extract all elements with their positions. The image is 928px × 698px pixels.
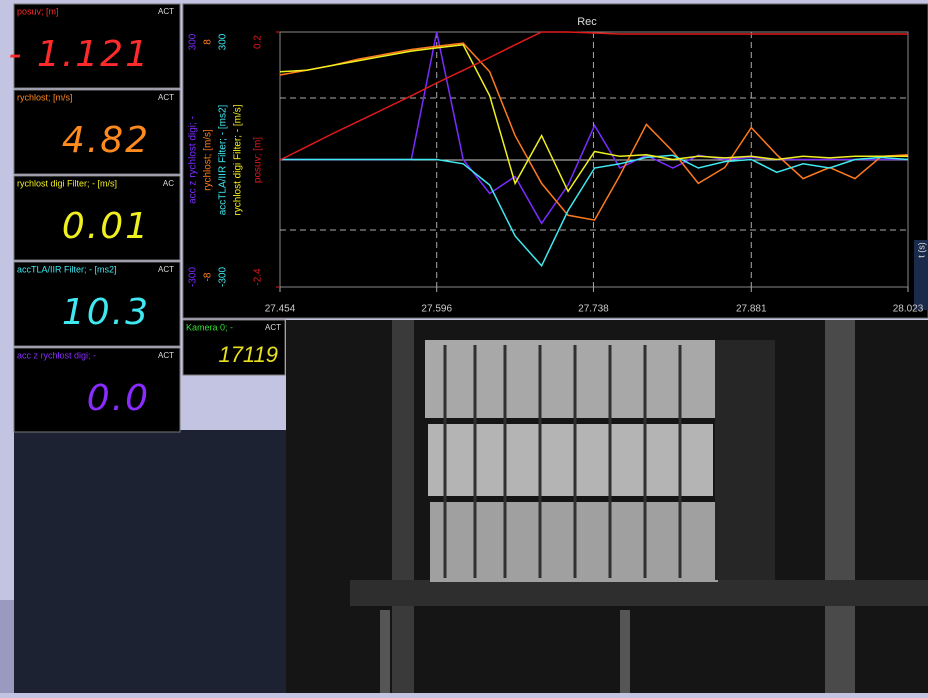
y-tick-label: -300	[218, 267, 229, 287]
display-badge: AC	[163, 179, 174, 188]
screen: Rec t (s) posuv; [m] ACT - 1.121 rychlost; …	[0, 0, 928, 693]
y-tick-label: 300	[188, 33, 199, 50]
y-tick-label: -2.4	[253, 268, 264, 286]
display-label: posuv; [m]	[17, 6, 59, 16]
display-label: accTLA/IIR Filter; - [ms2]	[17, 264, 117, 274]
display-label: rychlost; [m/s]	[17, 92, 73, 102]
display-badge: ACT	[158, 93, 174, 102]
y-tick-label: 0.2	[253, 35, 264, 49]
x-tick-label: 27.881	[736, 304, 767, 315]
edge	[0, 600, 14, 693]
x-tick-label: 27.596	[421, 304, 452, 315]
camera-value: 17119	[218, 342, 278, 367]
display-badge: ACT	[158, 7, 174, 16]
display-label: acc z rychlost digi; -	[17, 350, 96, 360]
y-tick-label: 300	[218, 33, 229, 50]
page: {"displays": [ {"label": "posuv; [m]", "…	[0, 0, 928, 693]
axis-label: acc z rychlost digi; -	[188, 116, 199, 204]
display-value: - 1.121	[9, 34, 151, 75]
axis-label: accTLA/IIR Filter; - [ms2]	[218, 104, 229, 215]
camera-label: Kamera 0; -	[186, 322, 233, 332]
chart-panel	[183, 4, 928, 318]
background	[14, 430, 286, 693]
camera-badge: ACT	[265, 323, 281, 332]
display-value: 4.82	[62, 120, 150, 161]
camera-view	[286, 320, 928, 693]
side-label: t (s)	[916, 242, 926, 258]
axis-label: rychlost; [m/s]	[203, 129, 214, 191]
display-badge: ACT	[158, 351, 174, 360]
x-tick-label: 27.454	[265, 304, 296, 315]
x-tick-label: 27.738	[578, 304, 609, 315]
display-value: 10.3	[62, 292, 150, 333]
y-tick-label: 8	[203, 39, 214, 45]
display-value: 0.0	[87, 378, 150, 419]
display-badge: ACT	[158, 265, 174, 274]
display-label: rychlost digi Filter; - [m/s]	[17, 178, 117, 188]
y-tick-label: -8	[203, 272, 214, 281]
chart-title: Rec	[577, 16, 597, 28]
display-value: 0.01	[62, 206, 150, 247]
y-tick-label: -300	[188, 267, 199, 287]
x-tick-label: 28.023	[893, 304, 924, 315]
axis-label: posuv; [m]	[253, 137, 264, 183]
axis-label: rychlost digi Filter; - [m/s]	[233, 104, 244, 215]
